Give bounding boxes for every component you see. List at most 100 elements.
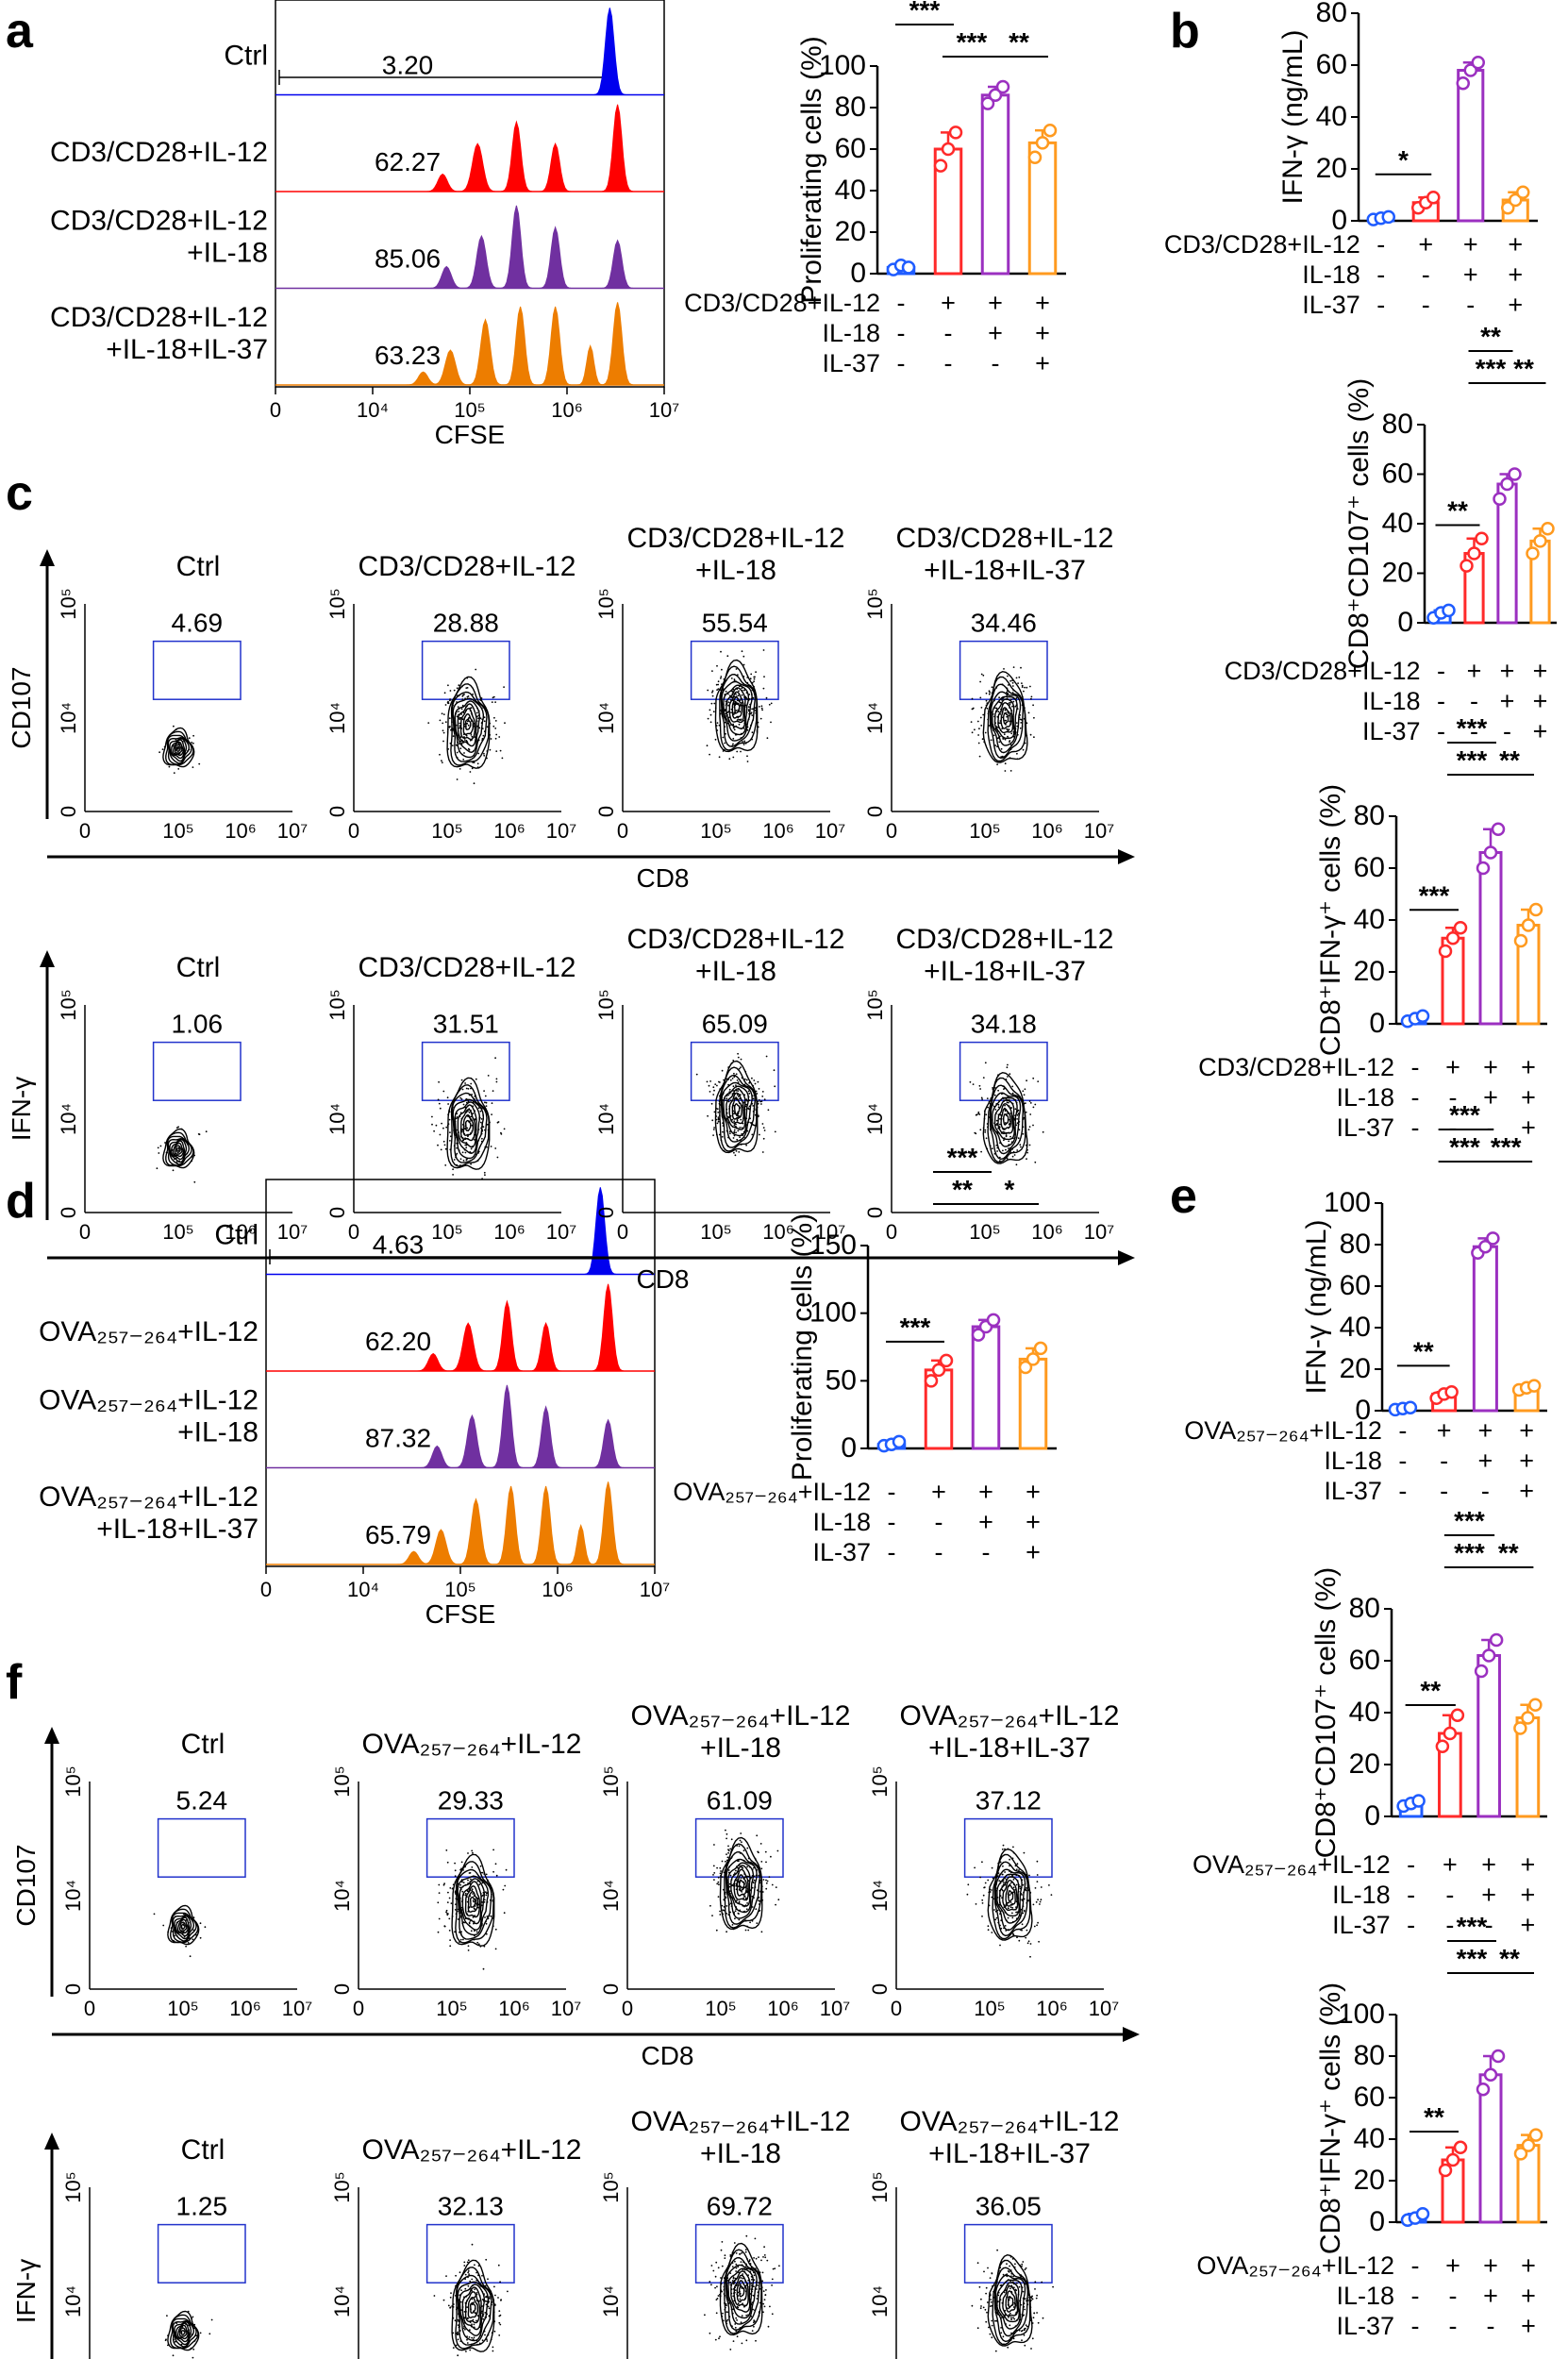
scatter-dot [764,2294,767,2297]
scatter-dot [706,745,709,747]
scatter-dot [735,2267,738,2269]
scatter-dot [474,1118,476,1121]
scatter-dot [759,1133,760,1136]
scatter-dot [498,736,501,738]
scatter-dot [731,1118,733,1121]
scatter-dot [760,705,763,708]
scatter-dot [494,1057,496,1060]
x-tick-label: 10⁵ [969,1220,1001,1244]
significance-label: ** [1447,496,1468,526]
scatter-dot [1012,1846,1014,1849]
scatter-dot [1023,1909,1026,1912]
scatter-dot [1007,1076,1009,1078]
data-point [941,142,956,157]
scatter-dot [1018,1939,1021,1942]
scatter-dot [762,2290,765,2293]
scatter-dot [504,1884,507,1887]
scatter-dot [1008,2270,1010,2273]
contour-line [719,1836,763,1931]
scatter-dot [1026,1158,1027,1161]
scatter-dot [492,1849,494,1851]
treatment-name: IL-37 [1336,2312,1394,2340]
contour-line [172,1142,185,1158]
scatter-dot [998,696,1000,699]
scatter-dot [987,2267,989,2269]
histogram-value: 62.20 [365,1327,431,1356]
scatter-dot [753,2274,756,2277]
scatter-dot [1037,1899,1039,1901]
scatter-dot [1025,1936,1027,1939]
scatter-dot [456,1146,458,1149]
data-point [1508,467,1522,481]
scatter-dot [982,1894,985,1897]
scatter-dot [744,2249,747,2251]
scatter-dot [204,1926,207,1929]
contour-line [176,2324,190,2340]
scatter-dot [711,694,714,697]
scatter-dot [1008,1140,1010,1143]
scatter-dot [742,1866,744,1869]
scatter-dot [735,2270,737,2272]
scatter-dot [747,706,750,709]
scatter-dot [1006,691,1008,694]
treatment-sign: - [1449,1113,1458,1142]
contour-line [993,1099,1015,1141]
scatter-dot [494,1863,497,1865]
scatter-dot [455,744,458,746]
contour-line [456,1868,492,1940]
scatter-dot [717,1896,720,1898]
treatment-sign: - [1411,1083,1420,1112]
scatter-dot [1036,1881,1039,1882]
gate-rectangle [959,1041,1048,1101]
y-tick-label: 20 [835,216,866,247]
scatter-dot [464,1151,467,1154]
contour-line [175,1147,181,1153]
scatter-dot [986,1097,989,1099]
scatter-dot [997,1089,999,1092]
scatter-dot [449,1131,451,1133]
y-tick-label: 10⁴ [57,702,80,734]
scatter-dot [1022,1883,1025,1886]
scatter-dot [490,738,492,740]
treatment-sign: + [1533,687,1548,715]
treatment-sign: + [1508,291,1523,319]
scatter-dot [487,1075,490,1077]
scatter-dot [467,2284,470,2287]
scatter-dot [1002,738,1004,740]
data-point [933,159,948,173]
scatter-dot [484,1174,486,1177]
scatter-dot [442,1127,444,1129]
y-tick-label: 10⁴ [594,1103,618,1135]
y-tick-label: 10⁵ [599,1765,623,1798]
scatter-dot [738,1860,740,1863]
scatter-dot [444,1164,447,1166]
scatter-dot [991,686,993,689]
x-tick-label: 10⁷ [546,1220,576,1244]
data-point [1528,2128,1543,2142]
scatter-dot [756,1093,759,1095]
data-point [1415,1009,1430,1023]
scatter-dot [460,1861,463,1864]
scatter-dot [998,1880,1001,1882]
scatter-dot [735,1150,738,1152]
scatter-dot [975,1903,977,1905]
scatter-dot [1022,1132,1025,1135]
scatter-dot [777,1899,780,1901]
treatment-sign: + [1521,1083,1536,1112]
scatter-dot [1022,2290,1025,2293]
scatter-dot [1002,1844,1005,1847]
scatter-dot [445,1909,448,1912]
y-axis-label: IFN-γ [11,2259,41,2323]
plot-title: +IL-18+IL-37 [928,2138,1091,2169]
x-tick-label: 10⁶ [229,1997,261,2020]
scatter-dot [1012,2275,1014,2278]
scatter-dot [740,718,742,721]
contour-line [989,683,1024,760]
y-tick-label: 20 [1316,153,1347,184]
treatment-sign: - [1407,1850,1415,1879]
scatter-dot [464,2328,466,2331]
scatter-dot [501,757,504,760]
scatter-dot [1011,705,1013,708]
scatter-dot [1008,2317,1009,2318]
scatter-dot [710,1102,713,1105]
